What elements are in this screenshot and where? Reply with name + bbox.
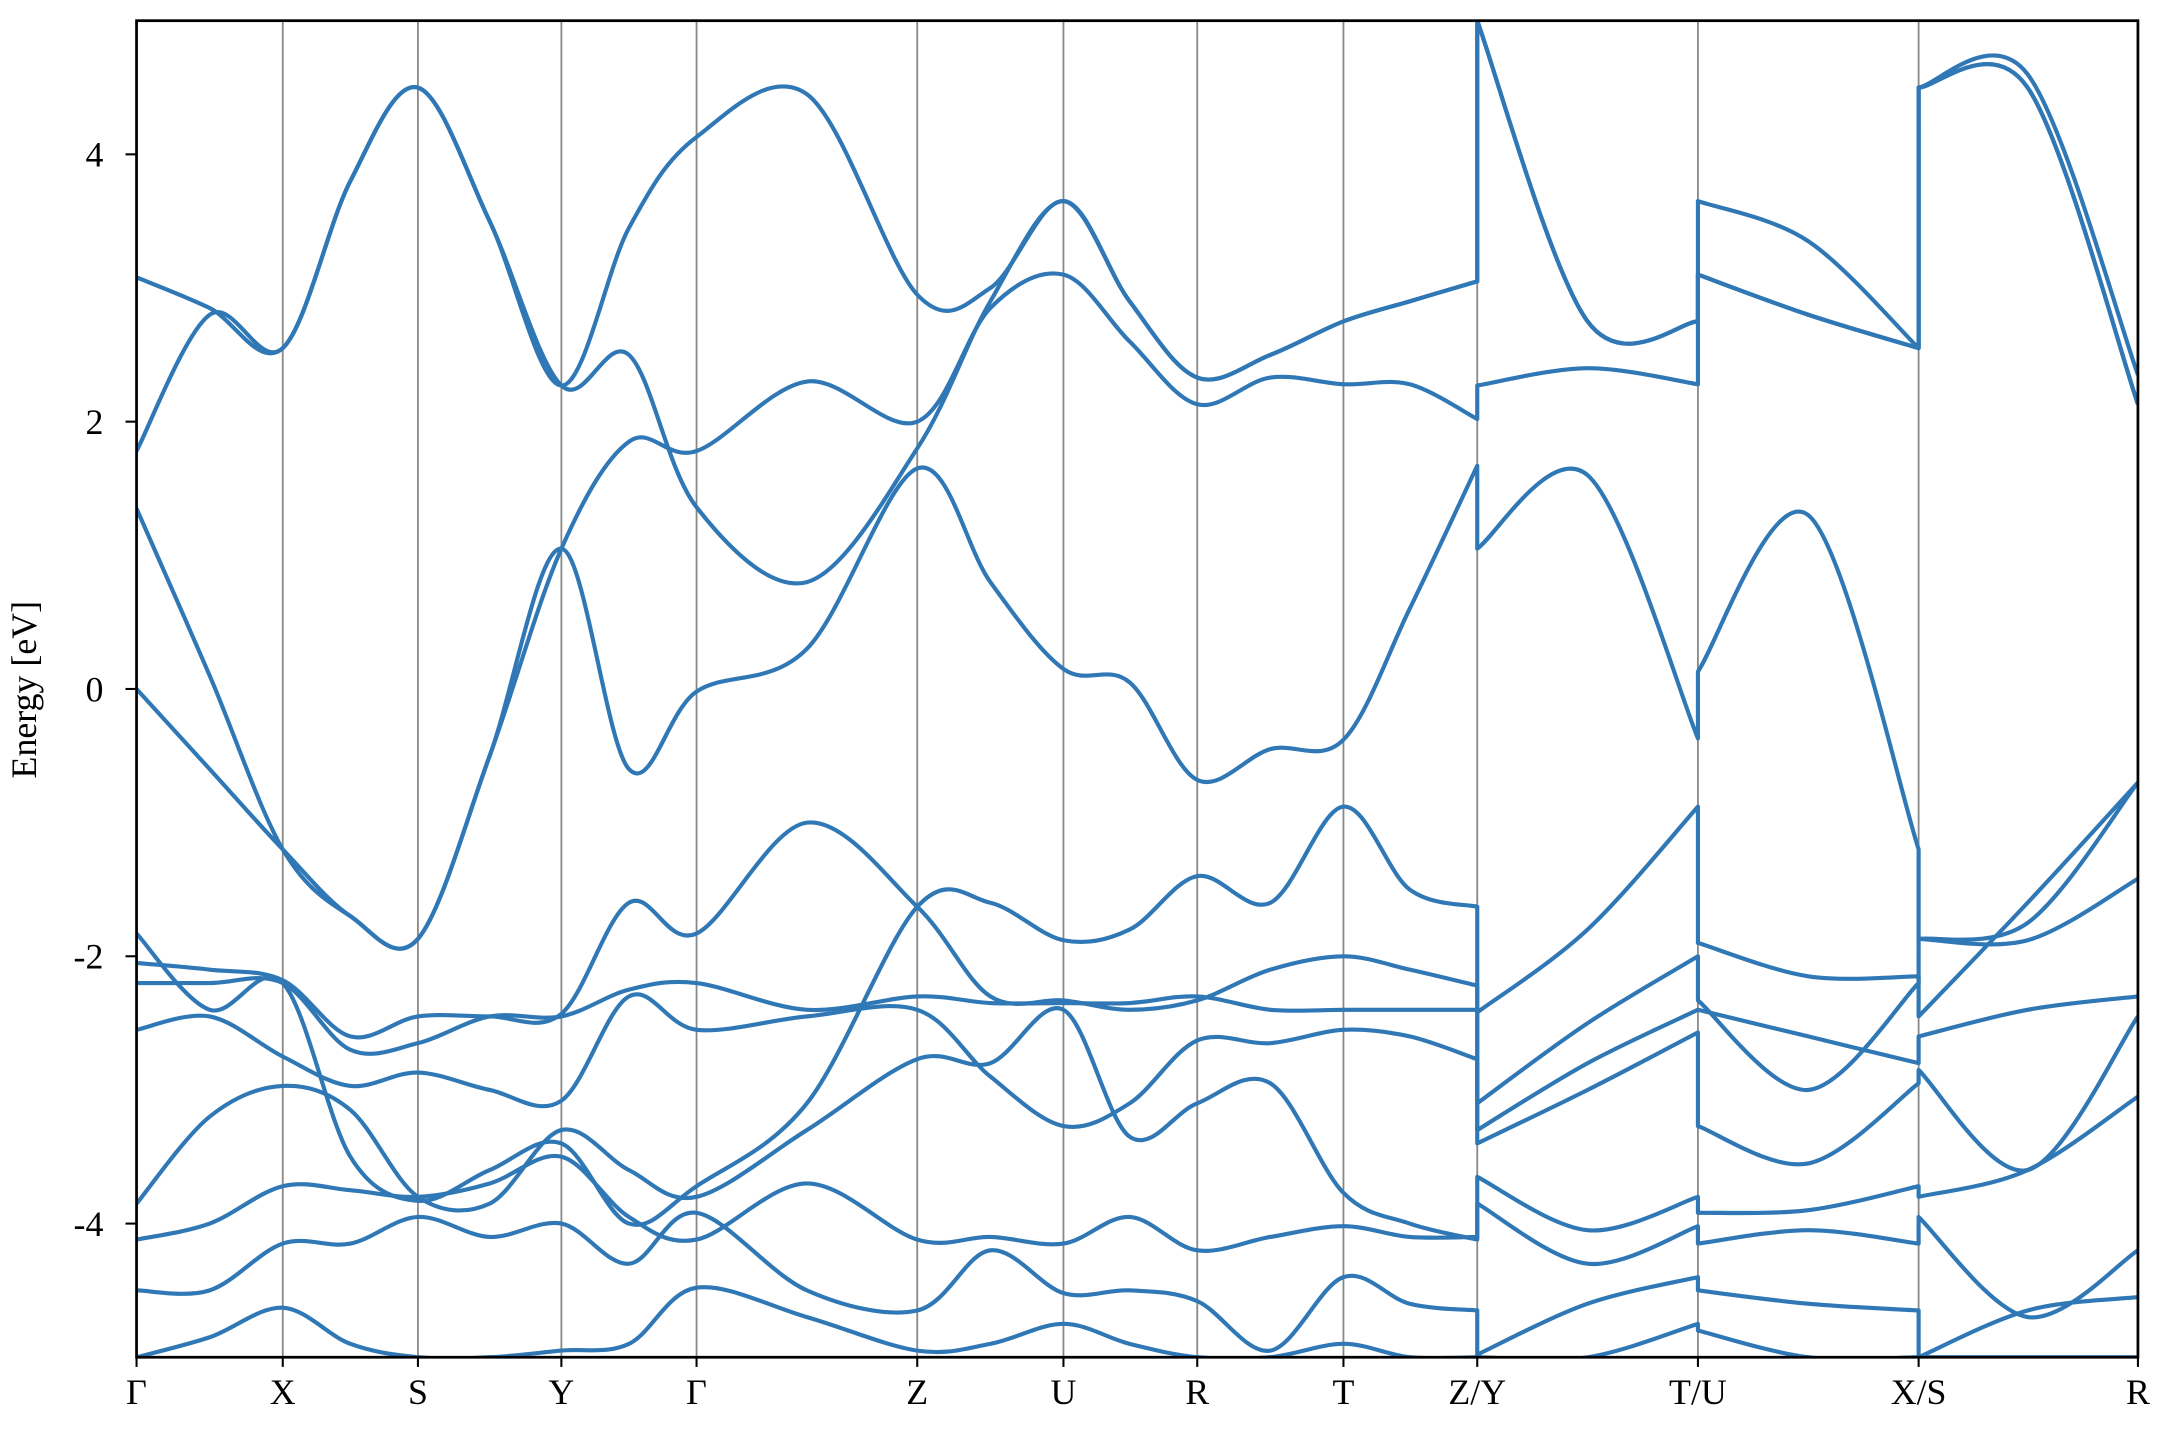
band	[136, 1006, 2138, 1242]
y-tick-label: -2	[74, 937, 104, 977]
band	[136, 463, 2138, 951]
band	[136, 1285, 2138, 1358]
x-tick-label: T	[1332, 1372, 1354, 1412]
x-tick-label: Γ	[686, 1372, 707, 1412]
band	[136, 781, 2138, 1227]
band	[136, 1210, 2138, 1358]
y-tick-label: -4	[74, 1204, 104, 1244]
y-tick-label: 2	[86, 402, 104, 442]
x-tick-label: X/S	[1891, 1372, 1947, 1412]
y-axis-label: Energy [eV]	[4, 601, 44, 779]
band	[136, 976, 2138, 1133]
x-tick-label: S	[408, 1372, 428, 1412]
x-tick-label: R	[1185, 1372, 1209, 1412]
axes: Γ X S Y Γ Z U R T Z/Y T/U X/S R -4 -2 0 2 4	[74, 135, 2150, 1412]
band	[136, 820, 2138, 1106]
x-tick-label: T/U	[1669, 1372, 1727, 1412]
x-tick-label: U	[1050, 1372, 1076, 1412]
x-tick-label: Γ	[126, 1372, 147, 1412]
y-tick-label: 4	[86, 135, 104, 175]
x-tick-label: R	[2126, 1372, 2150, 1412]
x-tick-label: Y	[548, 1372, 574, 1412]
band	[136, 20, 2138, 453]
band	[136, 1153, 2138, 1320]
bands	[136, 20, 2138, 1358]
band	[136, 992, 2138, 1173]
x-tick-label: X	[270, 1372, 296, 1412]
x-tick-label: Z	[906, 1372, 928, 1412]
y-tick-label: 0	[86, 669, 104, 709]
x-tick-label: Z/Y	[1448, 1372, 1506, 1412]
band	[136, 53, 2138, 951]
